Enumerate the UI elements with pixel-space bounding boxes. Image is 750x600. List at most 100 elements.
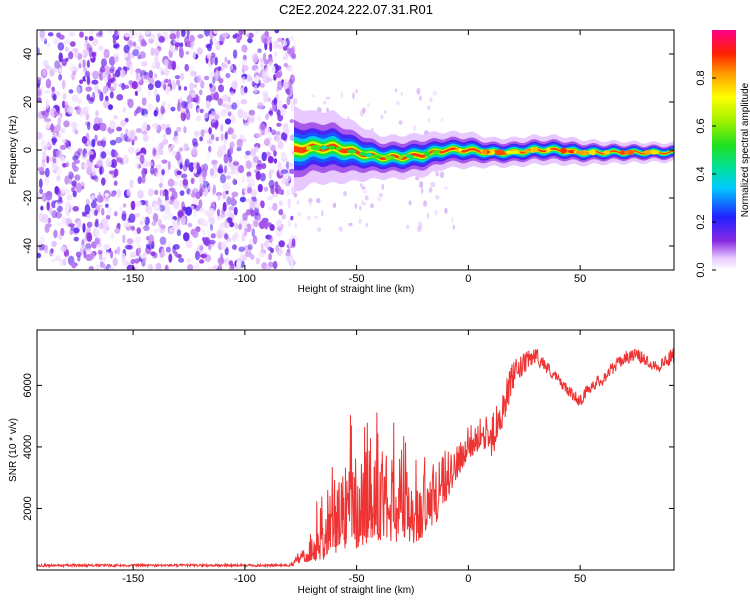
noise-speckle (268, 169, 272, 179)
noise-speckle (222, 63, 228, 69)
noise-speckle (164, 264, 169, 270)
noise-speckle (86, 139, 92, 147)
noise-speckle (231, 234, 238, 242)
noise-speckle (96, 140, 103, 147)
snr-y-label: SNR (10 * v/v) (8, 418, 19, 482)
noise-speckle (146, 235, 150, 241)
noise-speckle (208, 217, 216, 224)
noise-speckle (281, 131, 288, 141)
noise-speckle (252, 53, 259, 64)
noise-speckle (245, 150, 251, 156)
noise-speckle (110, 250, 114, 259)
noise-speckle (137, 176, 143, 185)
noise-speckle (135, 201, 143, 208)
noise-speckle (162, 138, 169, 145)
noise-speckle (212, 184, 216, 195)
noise-speckle (68, 51, 74, 60)
noise-speckle (112, 257, 118, 267)
noise-speckle (144, 74, 150, 80)
noise-speckle (225, 210, 233, 218)
noise-speckle (218, 84, 224, 93)
noise-speckle (217, 193, 221, 201)
noise-speckle (75, 251, 82, 258)
noise-speckle (86, 164, 92, 175)
noise-speckle (111, 148, 115, 158)
noise-speckle (90, 194, 95, 200)
noise-speckle (123, 84, 130, 89)
noise-speckle (171, 144, 175, 149)
y-tick-label: 4000 (22, 435, 34, 459)
noise-speckle (161, 169, 165, 176)
noise-speckle (51, 137, 58, 143)
noise-speckle (286, 188, 291, 197)
noise-speckle (180, 72, 185, 81)
noise-speckle (286, 66, 294, 72)
noise-speckle (232, 49, 238, 59)
noise-speckle (179, 42, 184, 48)
colorbar-label: Normalized spectral amplitude (740, 82, 750, 217)
noise-speckle (281, 39, 287, 47)
noise-speckle (154, 56, 159, 64)
noise-speckle (190, 35, 195, 43)
noise-speckle (186, 30, 190, 39)
noise-speckle (52, 157, 57, 164)
sparse-speckle (352, 92, 355, 100)
noise-speckle (232, 177, 237, 185)
noise-speckle (112, 35, 117, 45)
noise-speckle (171, 150, 177, 157)
noise-speckle (263, 38, 268, 44)
noise-speckle (224, 164, 228, 174)
noise-speckle (155, 262, 162, 270)
noise-speckle (222, 190, 227, 200)
noise-speckle (89, 30, 94, 38)
noise-speckle (282, 151, 287, 162)
noise-speckle (184, 63, 189, 72)
noise-speckle (242, 212, 248, 221)
noise-speckle (162, 189, 169, 197)
noise-speckle (123, 222, 131, 227)
noise-speckle (79, 79, 84, 85)
noise-speckle (46, 191, 52, 196)
noise-speckle (79, 58, 84, 64)
noise-speckle (200, 80, 205, 89)
noise-speckle (165, 86, 171, 93)
noise-speckle (288, 238, 292, 249)
x-tick-label: -50 (349, 273, 365, 285)
noise-speckle (124, 244, 132, 250)
noise-speckle (135, 70, 140, 80)
noise-speckle (195, 226, 201, 233)
noise-speckle (247, 187, 253, 194)
noise-speckle (86, 59, 90, 68)
noise-speckle (160, 123, 167, 131)
noise-speckle (242, 111, 248, 121)
noise-speckle (158, 182, 163, 188)
noise-speckle (224, 132, 228, 140)
noise-speckle (255, 30, 259, 35)
signal-blob (531, 147, 539, 153)
noise-speckle (250, 161, 257, 168)
y-tick-label: 6000 (22, 373, 34, 397)
noise-speckle (136, 227, 142, 235)
noise-speckle (273, 150, 277, 157)
noise-speckle (278, 200, 284, 207)
noise-speckle (252, 156, 259, 163)
noise-speckle (200, 207, 205, 213)
noise-speckle (269, 224, 275, 231)
noise-speckle (154, 189, 159, 195)
sparse-speckle (427, 105, 431, 110)
noise-speckle (63, 120, 70, 128)
noise-speckle (197, 107, 201, 113)
signal-blob (384, 155, 393, 159)
sparse-speckle (316, 197, 321, 204)
noise-speckle (52, 37, 60, 45)
noise-speckle (186, 110, 191, 121)
noise-speckle (196, 74, 202, 84)
noise-speckle (134, 235, 141, 244)
noise-speckle (45, 122, 51, 130)
noise-speckle (116, 157, 123, 163)
noise-speckle (209, 84, 216, 93)
spectrogram-y-ticks: -40 -20 0 20 40 (22, 48, 674, 254)
noise-speckle (268, 57, 274, 64)
noise-speckle (189, 82, 195, 90)
noise-speckle (89, 207, 94, 213)
